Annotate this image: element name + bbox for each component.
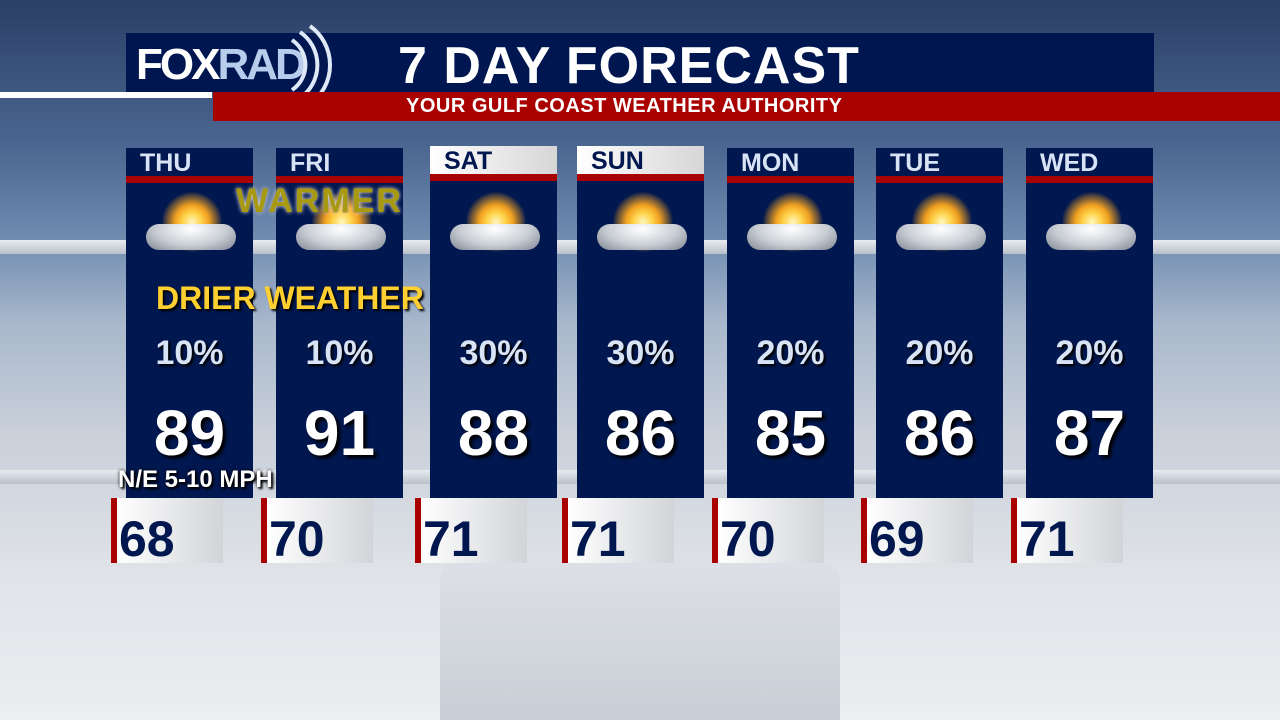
day-column-sun: SUN 30% 86 [577, 146, 704, 498]
red-divider [126, 176, 253, 183]
logo-rad: RAD [217, 40, 306, 89]
precip-chance: 30% [459, 334, 528, 372]
precip-chance: 10% [305, 334, 374, 372]
day-column-tue: TUE 20% 86 [876, 148, 1003, 498]
precip-chance: 20% [756, 334, 825, 372]
red-divider [430, 174, 557, 181]
day-column-fri: FRI 10% 91 [276, 148, 403, 498]
day-column-wed: WED 20% 87 [1026, 148, 1153, 498]
high-temp: 91 [303, 397, 376, 469]
precip-chance: 10% [155, 334, 224, 372]
sun-cloud-showers-icon [591, 190, 691, 280]
red-divider [727, 176, 854, 183]
high-temp: 88 [457, 397, 530, 469]
high-temp: 89 [153, 397, 226, 469]
partly-sunny-icon [140, 190, 240, 280]
day-label: FRI [290, 149, 331, 177]
subtitle: YOUR GULF COAST WEATHER AUTHORITY [406, 95, 843, 117]
day-label: SAT [430, 146, 557, 175]
day-column-sat: SAT 30% 88 [430, 146, 557, 498]
subtitle-bar [213, 92, 1280, 121]
sun-cloud-storm-icon [1040, 190, 1140, 280]
logo-fox: FOX [136, 40, 220, 89]
low-temp: 70 [261, 498, 373, 563]
high-temp: 86 [903, 397, 976, 469]
divider [0, 92, 212, 98]
low-temp: 69 [861, 498, 973, 563]
day-column-mon: MON 20% 85 [727, 148, 854, 498]
sun-cloud-storm-icon [741, 190, 841, 280]
red-divider [276, 176, 403, 183]
day-label: SUN [577, 146, 704, 175]
cloud-icon [146, 224, 236, 250]
foxrad-logo: FOXRAD [136, 40, 307, 90]
low-temp: 71 [1011, 498, 1123, 563]
cloud-icon [296, 224, 386, 250]
page-title: 7 DAY FORECAST [398, 37, 860, 95]
precip-chance: 30% [606, 334, 675, 372]
high-temp: 85 [754, 397, 827, 469]
cloud-icon [747, 224, 837, 250]
partly-sunny-icon [290, 190, 390, 280]
cloud-icon [597, 224, 687, 250]
red-divider [876, 176, 1003, 183]
low-temp: 71 [415, 498, 527, 563]
precip-chance: 20% [905, 334, 974, 372]
low-temp: 71 [562, 498, 674, 563]
low-temp: 70 [712, 498, 824, 563]
high-temp: 87 [1053, 397, 1126, 469]
sun-cloud-storm-icon [890, 190, 990, 280]
sun-cloud-showers-icon [444, 190, 544, 280]
red-divider [1026, 176, 1153, 183]
wind-annotation: N/E 5-10 MPH [118, 466, 273, 493]
cloud-icon [450, 224, 540, 250]
day-label: WED [1040, 149, 1099, 177]
day-label: TUE [890, 149, 940, 177]
drier-weather-annotation: DRIER WEATHER [156, 280, 424, 316]
precip-chance: 20% [1055, 334, 1124, 372]
red-divider [577, 174, 704, 181]
low-temp: 68 [111, 498, 223, 563]
warmer-annotation: WARMER [236, 182, 403, 220]
cloud-icon [896, 224, 986, 250]
day-label: THU [140, 149, 192, 177]
cloud-icon [1046, 224, 1136, 250]
background-stage [440, 560, 840, 720]
day-column-thu: THU 10% 89 [126, 148, 253, 498]
day-label: MON [741, 149, 800, 177]
high-temp: 86 [604, 397, 677, 469]
